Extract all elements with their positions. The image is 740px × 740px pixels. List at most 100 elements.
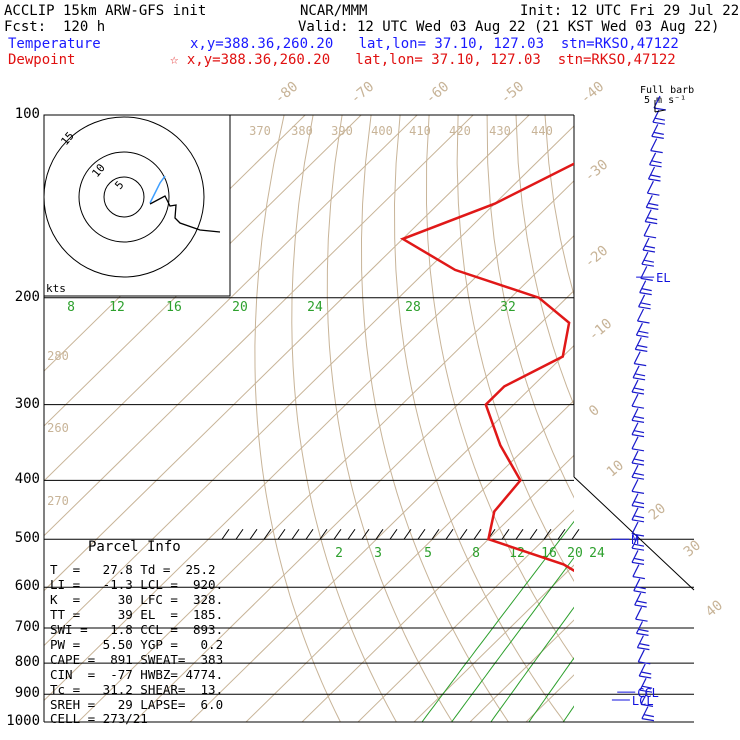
wind-barb-flag xyxy=(633,501,645,505)
wind-barb-staff xyxy=(631,521,639,535)
isotherm-label: -70 xyxy=(348,79,378,108)
hatch-mark xyxy=(403,528,412,540)
wind-barb-staff xyxy=(635,606,643,620)
pressure-label: 100 xyxy=(14,106,40,122)
wind-barb xyxy=(635,621,649,636)
wind-barb-flag xyxy=(640,302,651,306)
pressure-label: 200 xyxy=(14,288,40,305)
wind-barb-flag xyxy=(653,131,664,135)
wind-barb-staff xyxy=(640,692,648,705)
wind-barb xyxy=(631,379,645,395)
hatch-mark xyxy=(291,528,300,540)
wind-barb-staff xyxy=(636,635,644,648)
temperature-legend: Temperature xyxy=(8,36,101,52)
isotherm-line xyxy=(638,115,740,722)
hatch-mark xyxy=(515,528,524,540)
pressure-label: 700 xyxy=(14,618,40,635)
parcel-row: Tc = 31.2 SHEAR= 13. xyxy=(50,682,224,697)
theta-label: 280 xyxy=(47,349,69,363)
dry-adiabat xyxy=(425,115,574,661)
theta-label: 270 xyxy=(47,494,69,508)
isotherm-line xyxy=(301,454,574,722)
hatch-mark xyxy=(571,528,580,540)
wind-barb-staff xyxy=(633,578,641,592)
parcel-row: CIN = -77 HWBZ= 4774. xyxy=(50,667,224,682)
wind-barb-flag xyxy=(634,373,646,377)
wind-barb xyxy=(639,280,652,296)
plot-right-diagonal xyxy=(573,476,695,591)
wind-barb xyxy=(637,649,651,665)
wind-barb-flag xyxy=(639,643,650,647)
wind-barb-flag xyxy=(638,330,649,334)
wind-barb-flag xyxy=(641,685,653,689)
mixing-ratio-line xyxy=(609,298,740,722)
wind-barb-staff xyxy=(631,450,639,464)
wind-barb xyxy=(631,450,645,466)
wind-barb-staff xyxy=(632,365,640,379)
parcel-row: PW = 5.50 YGP = 0.2 xyxy=(50,637,224,652)
wind-barb-staff xyxy=(632,564,640,577)
wind-barb-flag xyxy=(653,107,667,111)
wind-barb-staff xyxy=(631,393,639,407)
dry-adiabat xyxy=(603,115,740,722)
wind-barb-staff xyxy=(631,408,639,421)
hatch-mark xyxy=(417,528,426,540)
wind-barb-flag xyxy=(644,235,657,239)
theta-label: 370 xyxy=(249,124,271,138)
wind-barb-staff xyxy=(631,436,639,450)
wind-barb xyxy=(631,408,645,423)
wind-barb-flag xyxy=(631,462,645,466)
hatch-mark xyxy=(263,528,272,540)
mixing-ratio-label: 12 xyxy=(109,300,125,315)
wind-barb-staff xyxy=(651,124,659,137)
wind-barb-flag xyxy=(640,689,653,693)
wind-barb-flag xyxy=(641,263,654,267)
wind-barb-staff xyxy=(631,535,639,549)
wind-barb-flag xyxy=(636,632,649,636)
mixing-ratio-label: 2 xyxy=(335,546,343,561)
wind-barb xyxy=(639,677,653,693)
isotherm-line xyxy=(44,115,474,537)
wind-barb-flag xyxy=(633,515,645,519)
wind-barb-flag xyxy=(638,661,651,665)
barb-legend-unit: 5 m s⁻¹ xyxy=(644,95,687,106)
wind-barb-staff xyxy=(637,649,645,663)
isotherm-line xyxy=(44,180,574,702)
wind-barb-flag xyxy=(633,557,645,561)
hatch-mark xyxy=(431,528,440,540)
init-time: Init: 12 UTC Fri 29 Jul 22 xyxy=(520,3,740,19)
pressure-label: 800 xyxy=(14,654,40,671)
hatch-mark xyxy=(529,528,538,540)
theta-label: 410 xyxy=(409,124,431,138)
wind-barb xyxy=(631,521,645,537)
mixing-ratio-label: 8 xyxy=(67,300,75,315)
wind-barb-flag xyxy=(641,718,654,722)
hatch-mark xyxy=(361,528,370,540)
wind-barb-flag xyxy=(636,334,649,338)
ccl-marker: CCL xyxy=(637,686,659,700)
hatch-mark xyxy=(375,528,384,540)
wind-barb-flag xyxy=(636,600,647,604)
mixing-ratio-label: 8 xyxy=(472,546,480,561)
wind-barb-flag xyxy=(631,405,645,409)
pressure-label: 400 xyxy=(14,471,40,488)
dry-adiabat xyxy=(326,115,453,722)
wind-barb xyxy=(647,166,661,182)
wind-barb xyxy=(631,393,645,409)
wind-barb xyxy=(641,251,655,267)
dry-adiabat xyxy=(291,115,397,722)
isotherm-line xyxy=(133,289,574,722)
theta-label: 260 xyxy=(47,421,69,435)
wind-barb-flag xyxy=(633,377,646,381)
dewpoint-legend: Dewpoint xyxy=(8,52,76,68)
barb-legend-flag xyxy=(654,109,666,113)
wind-barb xyxy=(643,223,657,239)
wind-barb-flag xyxy=(640,703,654,707)
theta-label: 440 xyxy=(531,124,553,138)
mixing-ratio-label: 28 xyxy=(405,300,421,315)
mixing-ratio-label: 5 xyxy=(424,546,432,561)
isotherm-line xyxy=(694,115,740,722)
wind-barb-flag xyxy=(631,434,645,438)
wind-barb-staff xyxy=(639,280,647,293)
